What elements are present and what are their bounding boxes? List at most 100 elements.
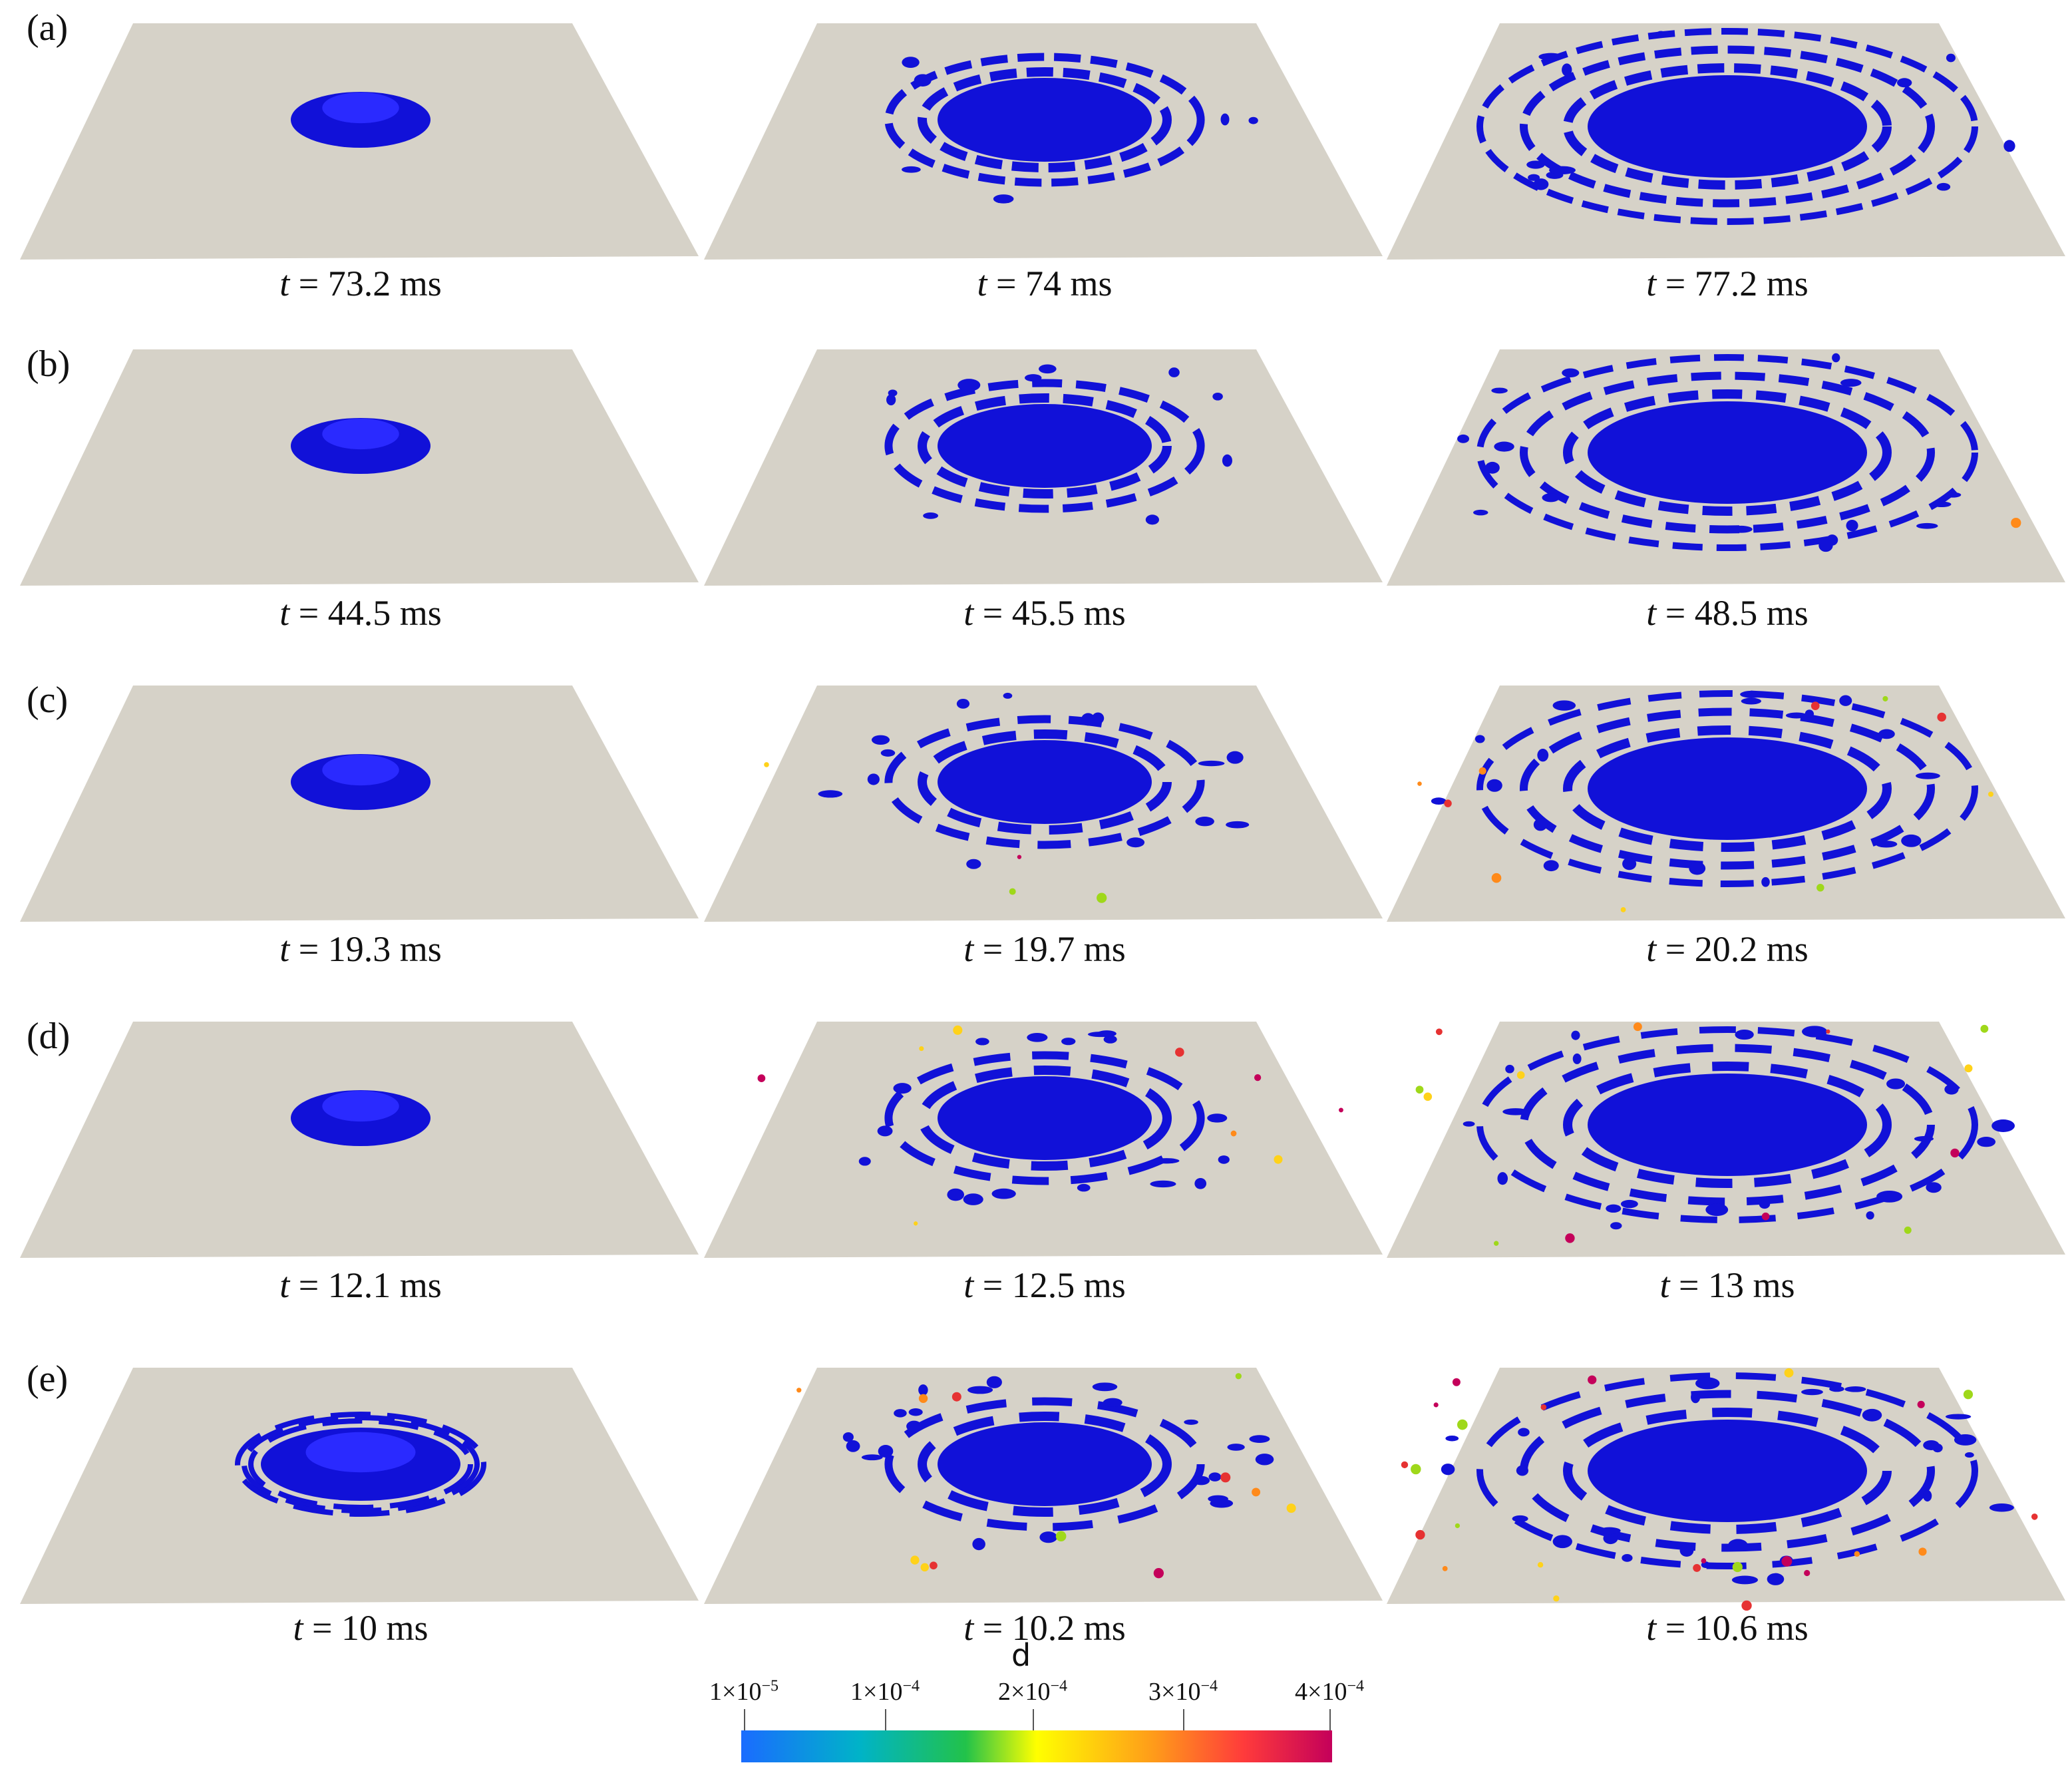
time-value: = 12.5 ms	[973, 1265, 1126, 1305]
secondary-droplet	[1433, 1402, 1439, 1408]
liquid-ring	[1476, 690, 1978, 887]
liquid-fragment	[1552, 1535, 1572, 1549]
liquid-fragment	[1126, 837, 1145, 848]
liquid-fragment	[1878, 729, 1895, 739]
liquid-fragment	[1897, 78, 1912, 88]
secondary-droplet	[2031, 1513, 2038, 1520]
liquid-fragment	[1932, 501, 1952, 508]
liquid-fragment	[1222, 454, 1232, 467]
time-variable: t	[1646, 929, 1657, 969]
secondary-droplet	[1918, 1547, 1927, 1556]
liquid-fragment	[1538, 53, 1564, 61]
secondary-droplet	[910, 1555, 920, 1565]
secondary-droplet	[1252, 1487, 1261, 1497]
time-value: = 10.2 ms	[973, 1608, 1126, 1648]
spreading-lamella	[938, 740, 1152, 824]
liquid-ring	[1476, 354, 1978, 551]
secondary-droplet	[1254, 1074, 1262, 1082]
time-value: = 20.2 ms	[1656, 929, 1809, 969]
liquid-fragment	[1914, 1136, 1934, 1142]
secondary-droplet	[1442, 1565, 1448, 1571]
liquid-fragment	[1061, 1038, 1076, 1046]
secondary-droplet	[1444, 799, 1452, 807]
liquid-fragment	[1431, 797, 1447, 805]
liquid-fragment	[1805, 709, 1814, 719]
secondary-droplet	[1804, 1569, 1811, 1577]
secondary-droplet	[1826, 1029, 1830, 1034]
simulation-panel	[20, 682, 701, 935]
secondary-droplet	[796, 1388, 802, 1393]
colorbar-tick-label: 4×10−4	[1295, 1677, 1364, 1706]
time-caption: t = 10.6 ms	[1387, 1607, 2068, 1649]
time-value: = 10.6 ms	[1656, 1608, 1809, 1648]
panel-canvas	[1387, 349, 2065, 586]
liquid-fragment	[1526, 160, 1545, 169]
liquid-fragment	[1802, 1026, 1828, 1038]
liquid-fragment	[1785, 712, 1808, 719]
liquid-fragment	[1759, 1199, 1771, 1209]
liquid-fragment	[908, 1408, 923, 1416]
secondary-droplet	[1009, 888, 1016, 895]
liquid-fragment	[1249, 1435, 1270, 1443]
simulation-panel	[1387, 1018, 2068, 1271]
secondary-droplet	[2011, 517, 2021, 528]
panel-canvas	[704, 1022, 1383, 1258]
liquid-fragment	[1494, 441, 1514, 452]
liquid-fragment	[1916, 772, 1940, 779]
secondary-droplet	[1854, 1551, 1860, 1557]
colorbar-tick-label: 3×10−4	[1148, 1677, 1218, 1706]
liquid-ring	[1563, 725, 1892, 852]
liquid-fragment	[1502, 1108, 1529, 1115]
panel-canvas	[1387, 23, 2065, 260]
liquid-ring	[242, 1415, 480, 1513]
liquid-fragment	[1103, 1035, 1117, 1044]
liquid-ring	[884, 1051, 1205, 1185]
liquid-fragment	[967, 1386, 993, 1394]
liquid-fragment	[1989, 1503, 2014, 1512]
liquid-fragment	[1991, 1119, 2015, 1132]
row-label: (b)	[27, 343, 71, 385]
secondary-droplet	[1540, 1404, 1547, 1410]
panel-canvas	[20, 23, 699, 260]
secondary-droplet	[1516, 1071, 1525, 1080]
time-variable: t	[1646, 1608, 1657, 1648]
liquid-fragment	[1208, 1472, 1222, 1481]
colorbar-tick	[885, 1709, 886, 1730]
row-label: (e)	[27, 1358, 69, 1400]
secondary-droplet	[1220, 1472, 1231, 1483]
liquid-fragment	[1846, 520, 1858, 532]
panel-canvas	[1387, 1368, 2065, 1611]
secondary-droplet	[914, 1221, 918, 1226]
time-variable: t	[293, 1608, 303, 1648]
time-value: = 12.1 ms	[289, 1265, 442, 1305]
liquid-fragment	[1862, 1408, 1882, 1422]
secondary-droplet	[1415, 1529, 1425, 1540]
liquid-fragment	[1656, 31, 1666, 38]
liquid-fragment	[1087, 1032, 1114, 1038]
liquid-fragment	[1643, 1193, 1664, 1199]
liquid-fragment	[1606, 1204, 1622, 1213]
secondary-droplet	[1493, 1241, 1499, 1246]
liquid-fragment	[1705, 1203, 1729, 1217]
liquid-fragment	[1039, 1531, 1057, 1543]
time-value: = 19.3 ms	[289, 929, 442, 969]
secondary-droplet	[1415, 1086, 1424, 1094]
colorbar-tick	[744, 1709, 745, 1730]
secondary-droplet	[1620, 907, 1626, 912]
time-variable: t	[963, 1265, 974, 1305]
row-label: (c)	[27, 680, 69, 721]
liquid-fragment	[923, 512, 938, 519]
secondary-droplet	[1904, 1226, 1912, 1234]
secondary-droplet	[1784, 1368, 1794, 1378]
colorbar-tick-label: 2×10−4	[998, 1677, 1067, 1706]
simulation-panel	[704, 1364, 1385, 1617]
liquid-fragment	[1954, 1434, 1977, 1446]
liquid-fragment	[1730, 525, 1753, 533]
liquid-ring	[1563, 1062, 1892, 1188]
droplet-crown	[322, 754, 399, 786]
liquid-fragment	[1192, 1476, 1210, 1485]
simulation-panel	[1387, 20, 2068, 273]
liquid-fragment	[1695, 1377, 1720, 1390]
secondary-droplet	[1732, 1561, 1743, 1573]
secondary-droplet	[1457, 1419, 1468, 1430]
